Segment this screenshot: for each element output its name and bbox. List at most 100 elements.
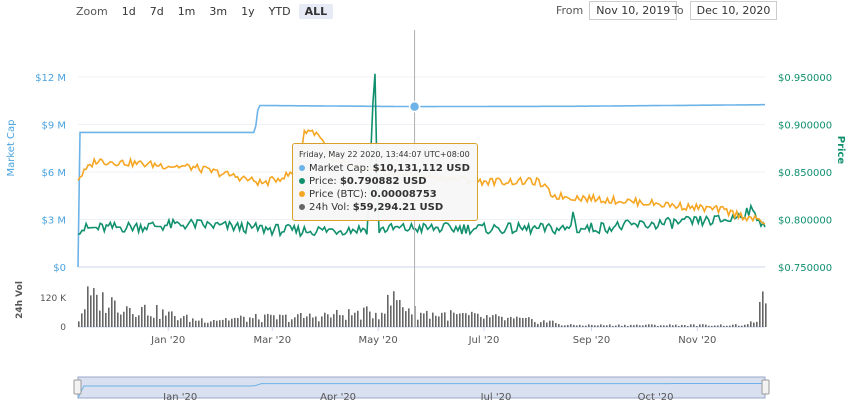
zoom-all-button[interactable]: ALL [298,3,334,19]
navigator[interactable]: Jan '20 Apr '20 Jul '20 Oct '20 [73,376,770,400]
zoom-1y-button[interactable]: 1y [241,4,255,18]
volume-bar [222,319,224,327]
axes: $0 $3 M $6 M $9 M $12 M Market Cap $0.750000 $0… [6,30,846,346]
volume-bar [648,324,650,327]
volume-bar [342,315,344,327]
volume-bar [411,314,413,327]
zoom-1m-button[interactable]: 1m [177,4,196,18]
volume-bar [318,321,320,327]
volume-bar [699,324,701,327]
navigator-tick-label: Jul '20 [480,392,512,400]
volume-bar [111,297,113,327]
volume-bar [162,309,164,327]
volume-bar [207,322,209,327]
volume-bar [210,321,212,327]
volume-bar [471,311,473,327]
volume-bar [636,324,638,327]
volume-bar [432,312,434,327]
volume-bar [726,325,728,327]
volume-bar [609,324,611,327]
navigator-tick-label: Apr '20 [320,392,356,400]
volume-bar [618,324,620,327]
y-left-tick-label: $3 M [41,216,66,227]
volume-bar [429,318,431,327]
volume-bar [678,326,680,327]
volume-bar [117,312,119,327]
from-label: From [556,4,584,17]
y-volume-tick-label: 0 [60,323,66,333]
volume-bar [639,325,641,327]
volume-bar [183,316,185,327]
volume-bar [96,294,98,327]
volume-bar [303,317,305,327]
volume-bar [285,314,287,327]
volume-bar [123,311,125,327]
x-tick-label: May '20 [358,335,397,346]
to-date-input[interactable]: Dec 10, 2020 [689,1,778,20]
volume-bar [147,315,149,327]
tooltip-value: $59,294.21 USD [352,202,444,213]
zoom-ytd-button[interactable]: YTD [268,4,291,18]
volume-bar [486,315,488,327]
volume-bar [372,318,374,327]
tooltip-label: Price: [309,176,337,187]
volume-bar [735,324,737,327]
volume-bar [501,316,503,327]
zoom-7d-button[interactable]: 7d [149,4,164,18]
y-left-axis-label: Market Cap [6,119,17,176]
volume-bar [138,315,140,327]
volume-bar [606,325,608,327]
volume-bar [564,325,566,327]
volume-bar [570,324,572,327]
volume-bar [240,315,242,327]
volume-bar [627,326,629,327]
volume-bar [267,313,269,327]
volume-bars [78,286,767,327]
volume-bar [408,308,410,327]
volume-bar [438,316,440,327]
volume-bar [513,318,515,327]
volume-bar [591,324,593,327]
volume-bar [336,309,338,327]
price-dot-icon [299,178,305,184]
volume-bar [198,320,200,327]
volume-bar [723,325,725,327]
volume-bar [696,326,698,327]
volume-bar [702,324,704,327]
volume-bar [381,312,383,327]
volume-bar [717,325,719,327]
volume-bar [282,315,284,327]
from-date-input[interactable]: Nov 10, 2019 [589,1,678,20]
volume-bar [588,324,590,327]
x-tick-label: Jan '20 [150,335,185,346]
volume-bar [150,316,152,327]
hover-marker [408,100,421,113]
volume-bar [744,324,746,327]
volume-bar [312,317,314,327]
volume-bar [594,325,596,327]
volume-bar [321,316,323,327]
x-tick-label: Jul '20 [468,335,500,346]
zoom-1d-button[interactable]: 1d [121,4,136,18]
zoom-3m-button[interactable]: 3m [209,4,228,18]
volume-bar [225,318,227,327]
volume-bar [120,314,122,327]
volume-bar [669,324,671,327]
x-tick-label: Nov '20 [678,335,716,346]
volume-bar [690,324,692,327]
volume-bar [762,291,764,327]
volume-bar [561,325,563,327]
volume-bar [720,324,722,327]
volume-bar [633,325,635,327]
navigator-left-handle [73,379,82,395]
series-line-price [77,73,766,238]
volume-bar [441,312,443,327]
volume-bar [264,314,266,327]
volume-bar [228,320,230,327]
volume-bar [246,321,248,327]
volume-bar [705,324,707,327]
volume-bar [261,322,263,327]
volume-bar [399,299,401,327]
volume-bar [765,303,767,327]
